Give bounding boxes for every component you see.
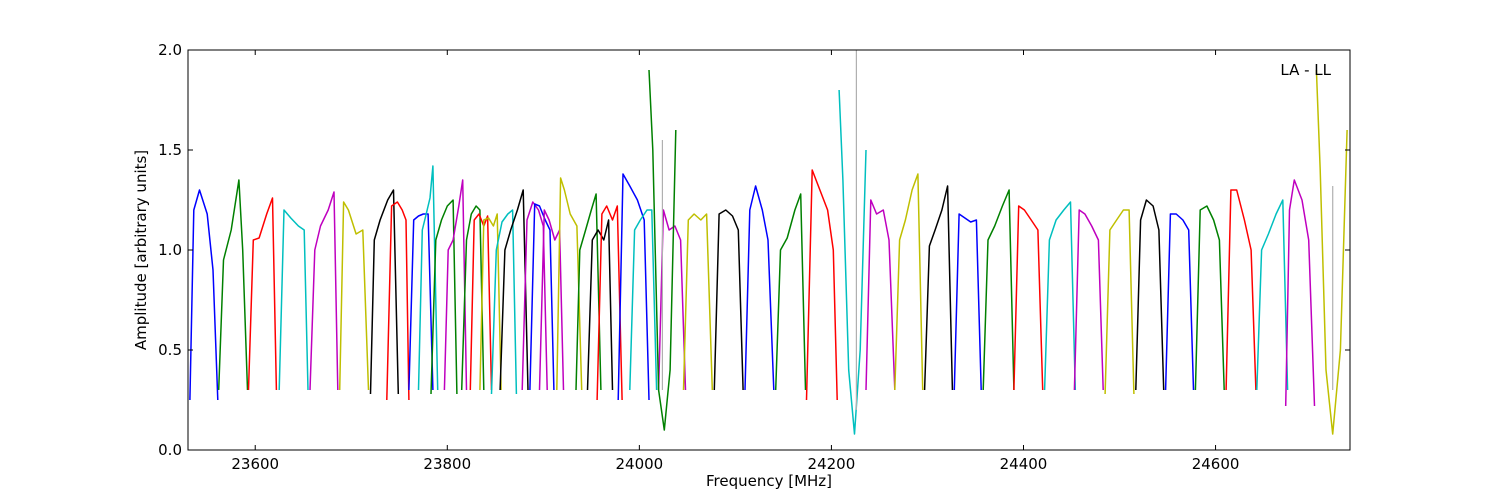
series-line-39 [1013,205,1044,391]
series-line-11 [443,179,468,391]
annotation-label: LA - LL [1280,61,1331,79]
series-line-31 [774,193,807,391]
y-tick-label: 0.0 [158,441,182,459]
series-line-1 [217,179,249,391]
series-line-24 [617,173,650,401]
x-tick-label: 24200 [808,455,856,473]
series-line-37 [953,213,982,391]
series-line-8 [408,213,434,391]
series-line-9 [417,165,439,391]
series-line-15 [490,209,518,395]
series-line-40 [1043,201,1077,391]
series-line-13 [469,213,493,391]
x-tick-label: 23600 [231,455,279,473]
y-tick-label: 1.5 [158,141,182,159]
series-line-38 [982,189,1015,391]
series-line-29 [713,209,744,391]
series-line-5 [338,201,370,391]
series-line-46 [1225,189,1257,391]
series-line-41 [1073,209,1104,391]
series-line-7 [386,201,410,401]
y-axis-title: Amplitude [arbitrary units] [132,150,150,350]
series-line-19 [538,209,565,391]
series-line-42 [1104,209,1135,395]
x-tick-label: 24600 [1192,455,1240,473]
y-tick-label: 2.0 [158,41,182,59]
series-line-47 [1256,199,1289,391]
series-line-30 [744,185,775,391]
series-line-25 [629,209,658,391]
series-line-4 [309,191,339,391]
axis-ticks: 23600 23800 24000 24200 24400 24600 0.0 0.5 1.0 1… [158,41,1350,473]
series-line-0 [189,189,219,401]
series-line-27 [648,69,677,431]
series-line-32 [805,169,838,401]
x-tick-label: 24400 [1000,455,1048,473]
series-line-23 [596,205,623,401]
series-line-28 [682,213,714,391]
series-line-16 [499,189,529,391]
series-line-45 [1194,205,1225,391]
x-tick-label: 23800 [423,455,471,473]
series-line-18 [529,203,555,391]
series-layer [189,50,1348,435]
series-line-12 [460,205,485,391]
series-line-17 [521,201,548,391]
series-line-35 [894,173,924,391]
series-line-34 [865,199,896,391]
x-tick-label: 24000 [615,455,663,473]
y-tick-label: 0.5 [158,341,182,359]
series-line-49 [1315,69,1348,435]
series-line-2 [247,197,278,391]
series-line-6 [369,189,400,395]
series-line-33 [838,89,867,435]
series-line-48 [1284,179,1316,407]
series-line-44 [1164,213,1195,391]
series-line-21 [575,193,602,391]
y-tick-label: 1.0 [158,241,182,259]
series-line-20 [556,177,583,391]
series-line-36 [923,185,954,391]
series-line-43 [1135,199,1165,391]
series-line-3 [278,209,309,391]
x-axis-title: Frequency [MHz] [706,472,832,490]
